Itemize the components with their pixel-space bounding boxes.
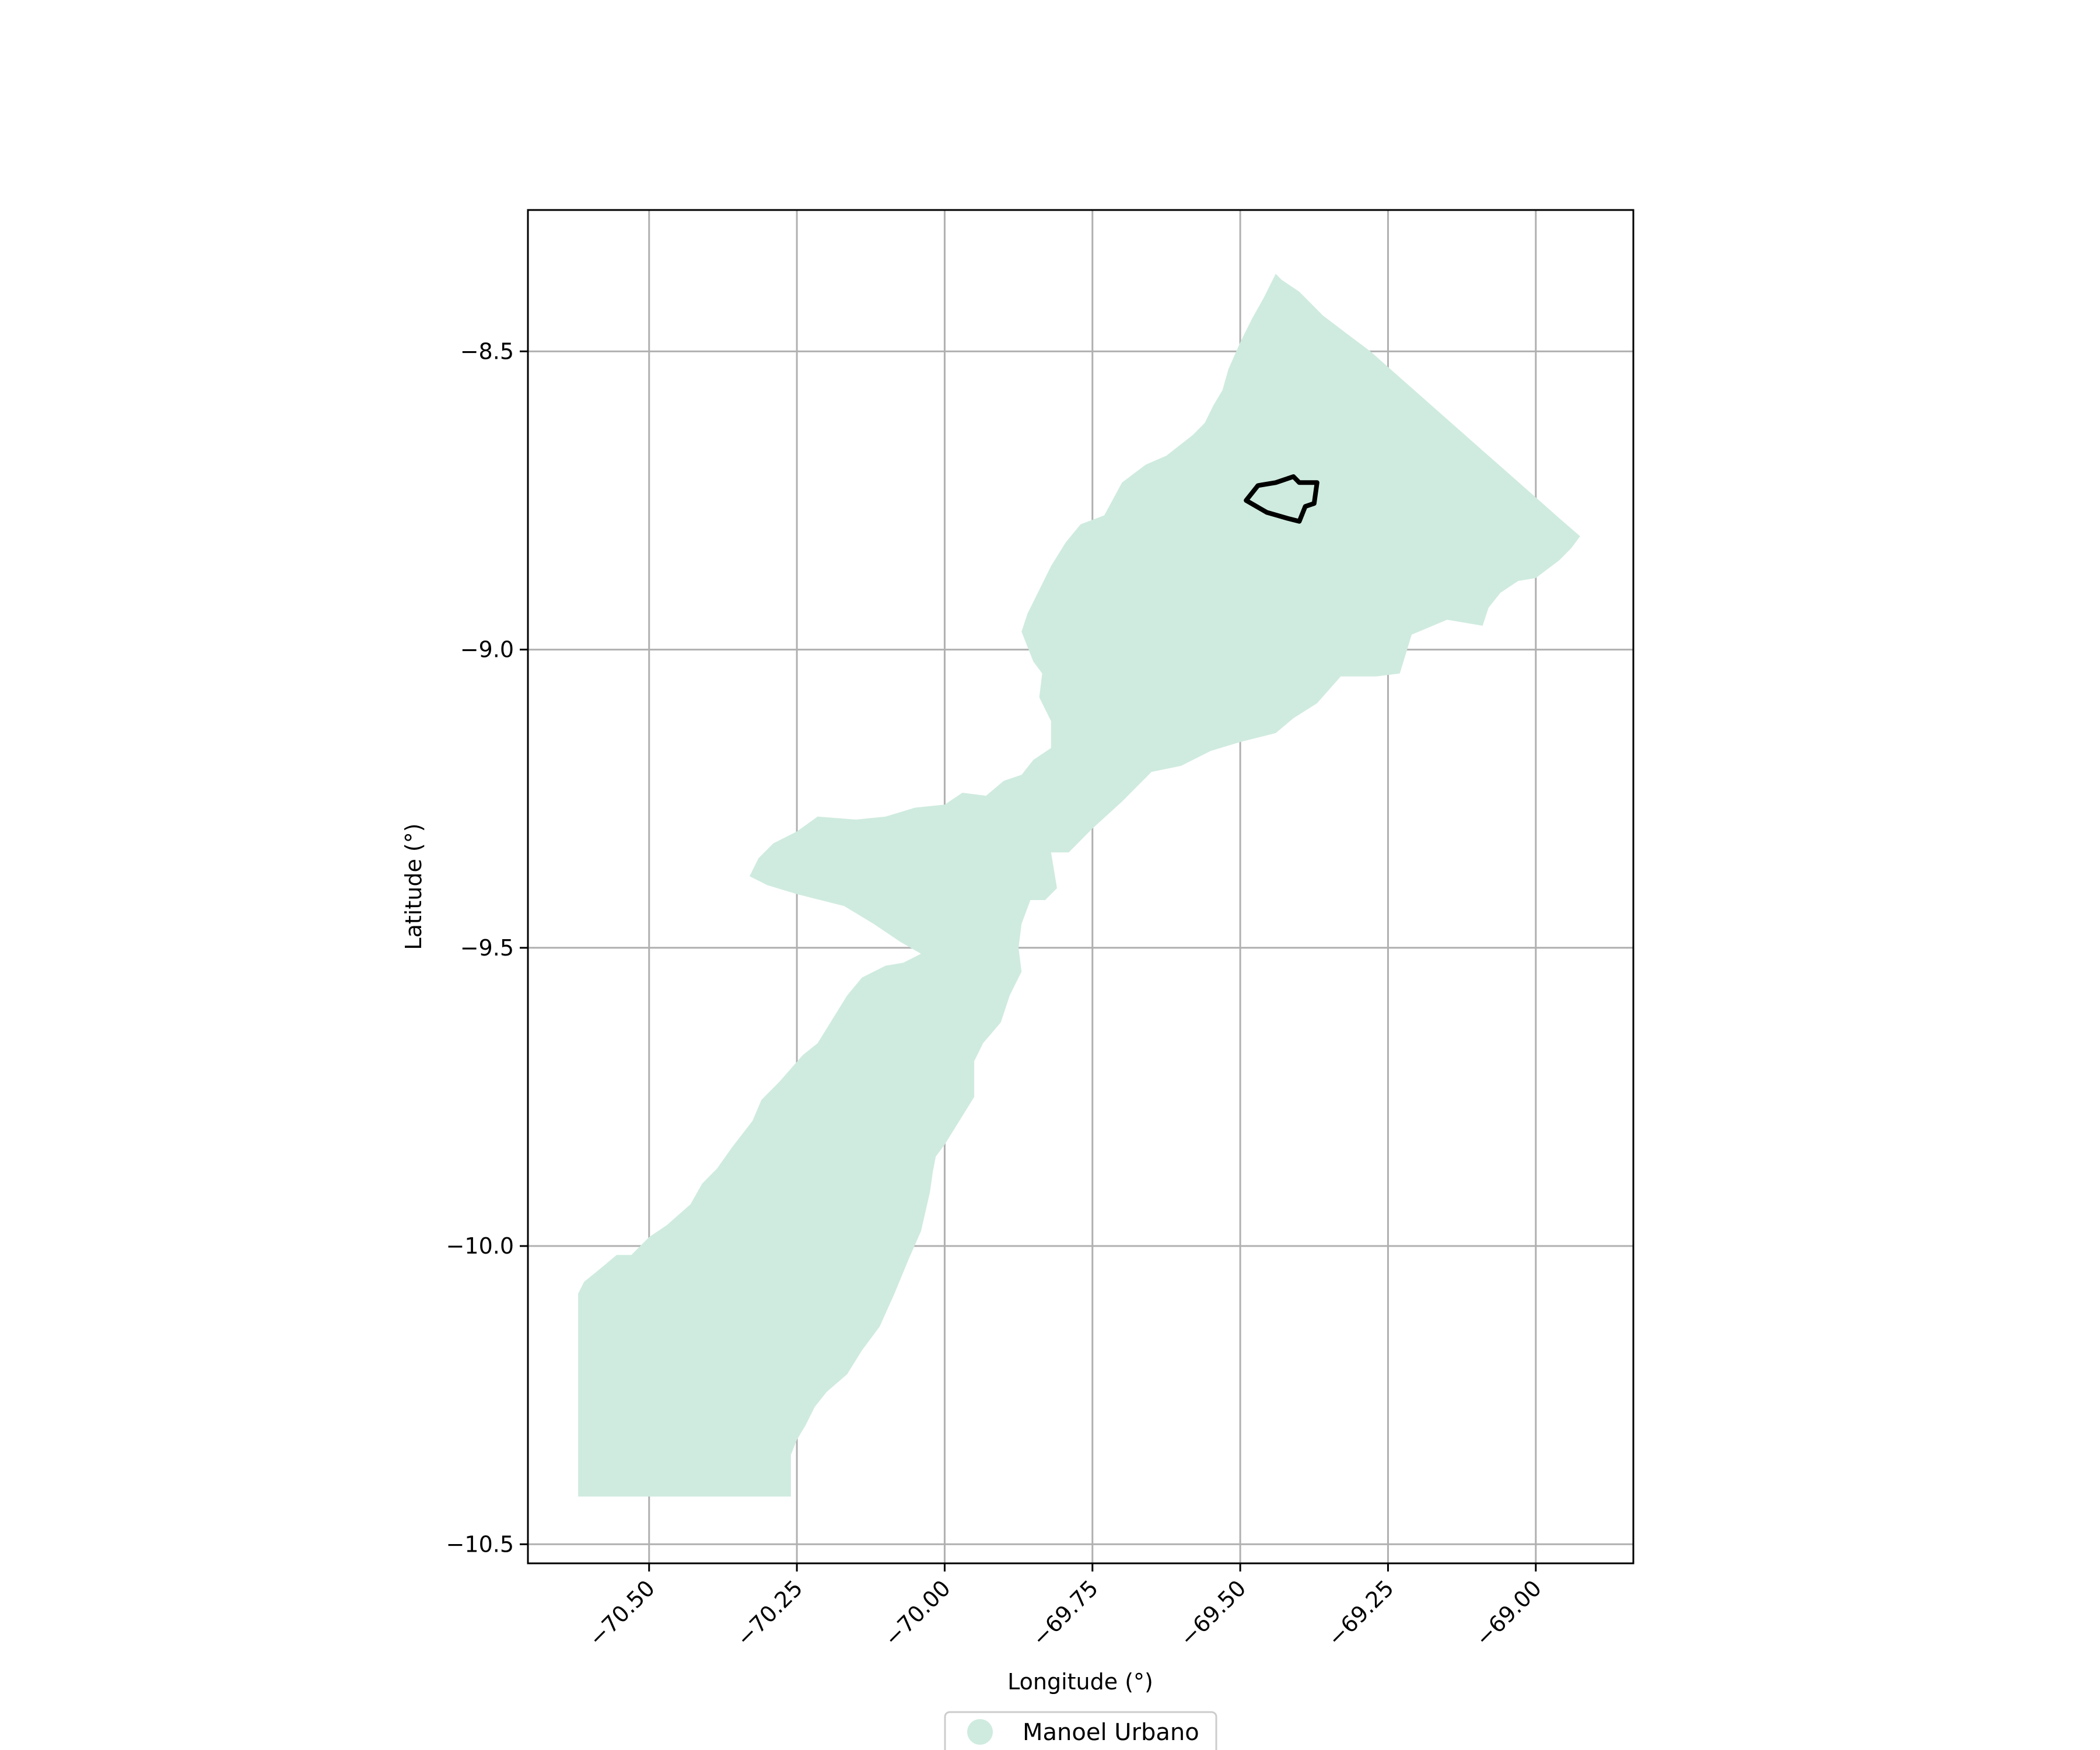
y-tick-label: −9.5 — [460, 935, 514, 961]
x-tick-label: −69.75 — [1027, 1575, 1104, 1651]
legend-swatch — [967, 1719, 993, 1745]
x-tick-label: −70.00 — [879, 1575, 956, 1651]
x-axis-label: Longitude (°) — [1007, 1669, 1153, 1695]
map-regions — [578, 274, 1580, 1496]
y-axis-label: Latitude (°) — [401, 823, 426, 950]
legend: Manoel Urbano — [945, 1712, 1216, 1750]
legend-label: Manoel Urbano — [1023, 1719, 1199, 1746]
x-tick-label: −70.50 — [584, 1575, 660, 1651]
y-tick-label: −10.5 — [446, 1531, 514, 1557]
y-tick-label: −10.0 — [446, 1233, 514, 1259]
x-tick-label: −69.50 — [1175, 1575, 1251, 1651]
y-tick-label: −9.0 — [460, 637, 514, 663]
y-tick-label: −8.5 — [460, 338, 514, 364]
x-tick-label: −69.25 — [1322, 1575, 1399, 1651]
region-manoel-urbano — [578, 274, 1580, 1496]
x-tick-label: −70.25 — [732, 1575, 808, 1651]
x-tick-label: −69.00 — [1471, 1575, 1547, 1651]
